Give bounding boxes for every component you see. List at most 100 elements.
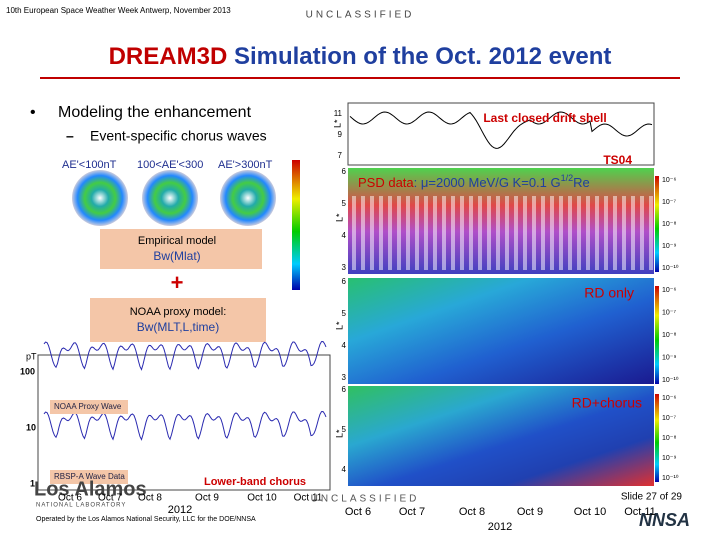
psd-stripe [379, 196, 383, 270]
colorbar-label: 10⁻⁹ [662, 243, 676, 250]
x-tick-label: Oct 8 [459, 506, 485, 518]
psd-stripe [451, 196, 455, 270]
psd-stripe [352, 196, 356, 270]
psd-stripe [397, 196, 401, 270]
colorbar-label: 10⁻⁷ [662, 309, 676, 316]
drift-line [349, 111, 653, 149]
y-tick-label: 10 [26, 422, 36, 432]
footer-classification: UNCLASSIFIED [311, 494, 420, 505]
colorbar [655, 394, 659, 482]
psd-stripe [523, 196, 527, 270]
y-tick-label: 6 [342, 167, 347, 176]
psd-stripe [415, 196, 419, 270]
psd-label-sup: 1/2 [561, 173, 574, 183]
colorbar [292, 160, 300, 290]
wave-unit: pT [26, 351, 37, 361]
psd-stripe [388, 196, 392, 270]
colorbar-label: 10⁻⁶ [662, 177, 676, 184]
psd-stripe [649, 196, 653, 270]
colorbar-label: 10⁻⁸ [662, 435, 676, 442]
rd-chorus-plot [348, 386, 654, 486]
psd-label: PSD data: μ=2000 MeV/G K=0.1 G1/2Re [358, 173, 590, 190]
colorbar-label: 10⁻¹⁰ [662, 264, 679, 272]
y-tick-label: 11 [334, 109, 343, 118]
x-tick-label: Oct 9 [195, 493, 219, 504]
colorbar-label: 10⁻⁷ [662, 415, 676, 422]
psd-stripe [595, 196, 599, 270]
x-tick-label: Oct 11 [624, 506, 656, 518]
psd-stripe [604, 196, 608, 270]
polar-plot [142, 170, 198, 226]
psd-stripe [433, 196, 437, 270]
nnsa-logo: NNSA [639, 510, 690, 530]
psd-stripe [577, 196, 581, 270]
rd-only-label: RD only [584, 285, 634, 301]
rd-only-plot [348, 278, 654, 384]
legend-box [50, 400, 128, 414]
psd-stripe [487, 196, 491, 270]
drift-plot [347, 102, 655, 166]
y-tick-label: 100 [20, 366, 35, 376]
y-tick-label: 3 [342, 373, 347, 382]
psd-stripes [352, 196, 653, 270]
colorbar-label: 10⁻⁶ [662, 395, 676, 402]
y-tick-label: 7 [338, 151, 343, 160]
legend-box [50, 470, 128, 484]
psd-stripe [478, 196, 482, 270]
y-tick-label: 6 [342, 385, 347, 394]
ae-label: AE'>300nT [218, 159, 273, 171]
ae-label: AE'<100nT [62, 159, 117, 171]
year: 2012 [168, 504, 192, 516]
polar-plot [72, 170, 128, 226]
colorbar [655, 176, 659, 272]
wave-line [43, 410, 327, 441]
colorbar-label: 10⁻¹⁰ [662, 474, 679, 482]
psd-stripe [550, 196, 554, 270]
psd-stripe [631, 196, 635, 270]
y-tick-label: 5 [342, 199, 347, 208]
y-axis-label: L* [332, 119, 342, 128]
psd-stripe [442, 196, 446, 270]
lab-logo: Los Alamos [34, 478, 147, 500]
psd-label-name: PSD data [358, 175, 414, 190]
noaa-label: NOAA proxy model: [130, 306, 227, 318]
drift-title: Last closed drift shell [483, 111, 606, 125]
psd-label-end: Re [573, 175, 590, 190]
caption: Lower-band chorus [204, 476, 306, 488]
wave-plot-frame [37, 354, 331, 491]
x-tick-label: Oct 10 [574, 506, 606, 518]
empirical-label: Empirical model [138, 235, 216, 247]
year: 2012 [488, 521, 512, 533]
psd-stripe [496, 196, 500, 270]
rd-chorus-label: RD+chorus [572, 395, 642, 411]
empirical-box [100, 229, 262, 269]
lab-sub: NATIONAL LABORATORY [36, 503, 126, 509]
psd-stripe [613, 196, 617, 270]
x-tick-label: Oct 10 [247, 493, 277, 504]
event: 10th European Space Weather Week Antwerp… [6, 6, 231, 15]
colorbar-label: 10⁻⁷ [662, 199, 676, 206]
psd-stripe [406, 196, 410, 270]
polar-plot [220, 170, 276, 226]
bullet: Modeling the enhancement [58, 104, 252, 121]
colorbar-label: 10⁻⁸ [662, 221, 676, 228]
legend-rbsp: RBSP-A Wave Data [54, 472, 125, 481]
y-tick-label: 1 [30, 478, 35, 488]
noaa-model: Bw(MLT,L,time) [137, 320, 219, 334]
psd-stripe [469, 196, 473, 270]
y-tick-label: 6 [342, 277, 347, 286]
x-tick-label: Oct 6 [345, 506, 371, 518]
wave-line [43, 340, 327, 371]
wave-lines [43, 340, 327, 441]
psd-stripe [424, 196, 428, 270]
ae-label: 100<AE'<300 [137, 159, 203, 171]
x-tick-label: Oct 8 [138, 493, 162, 504]
x-tick-label: Oct 9 [517, 506, 543, 518]
colorbar-label: 10⁻⁹ [662, 354, 676, 361]
psd-stripe [541, 196, 545, 270]
colorbar [655, 286, 659, 384]
psd-stripe [532, 196, 536, 270]
y-tick-label: 4 [342, 465, 347, 474]
title-highlight: DREAM3D [109, 43, 228, 70]
